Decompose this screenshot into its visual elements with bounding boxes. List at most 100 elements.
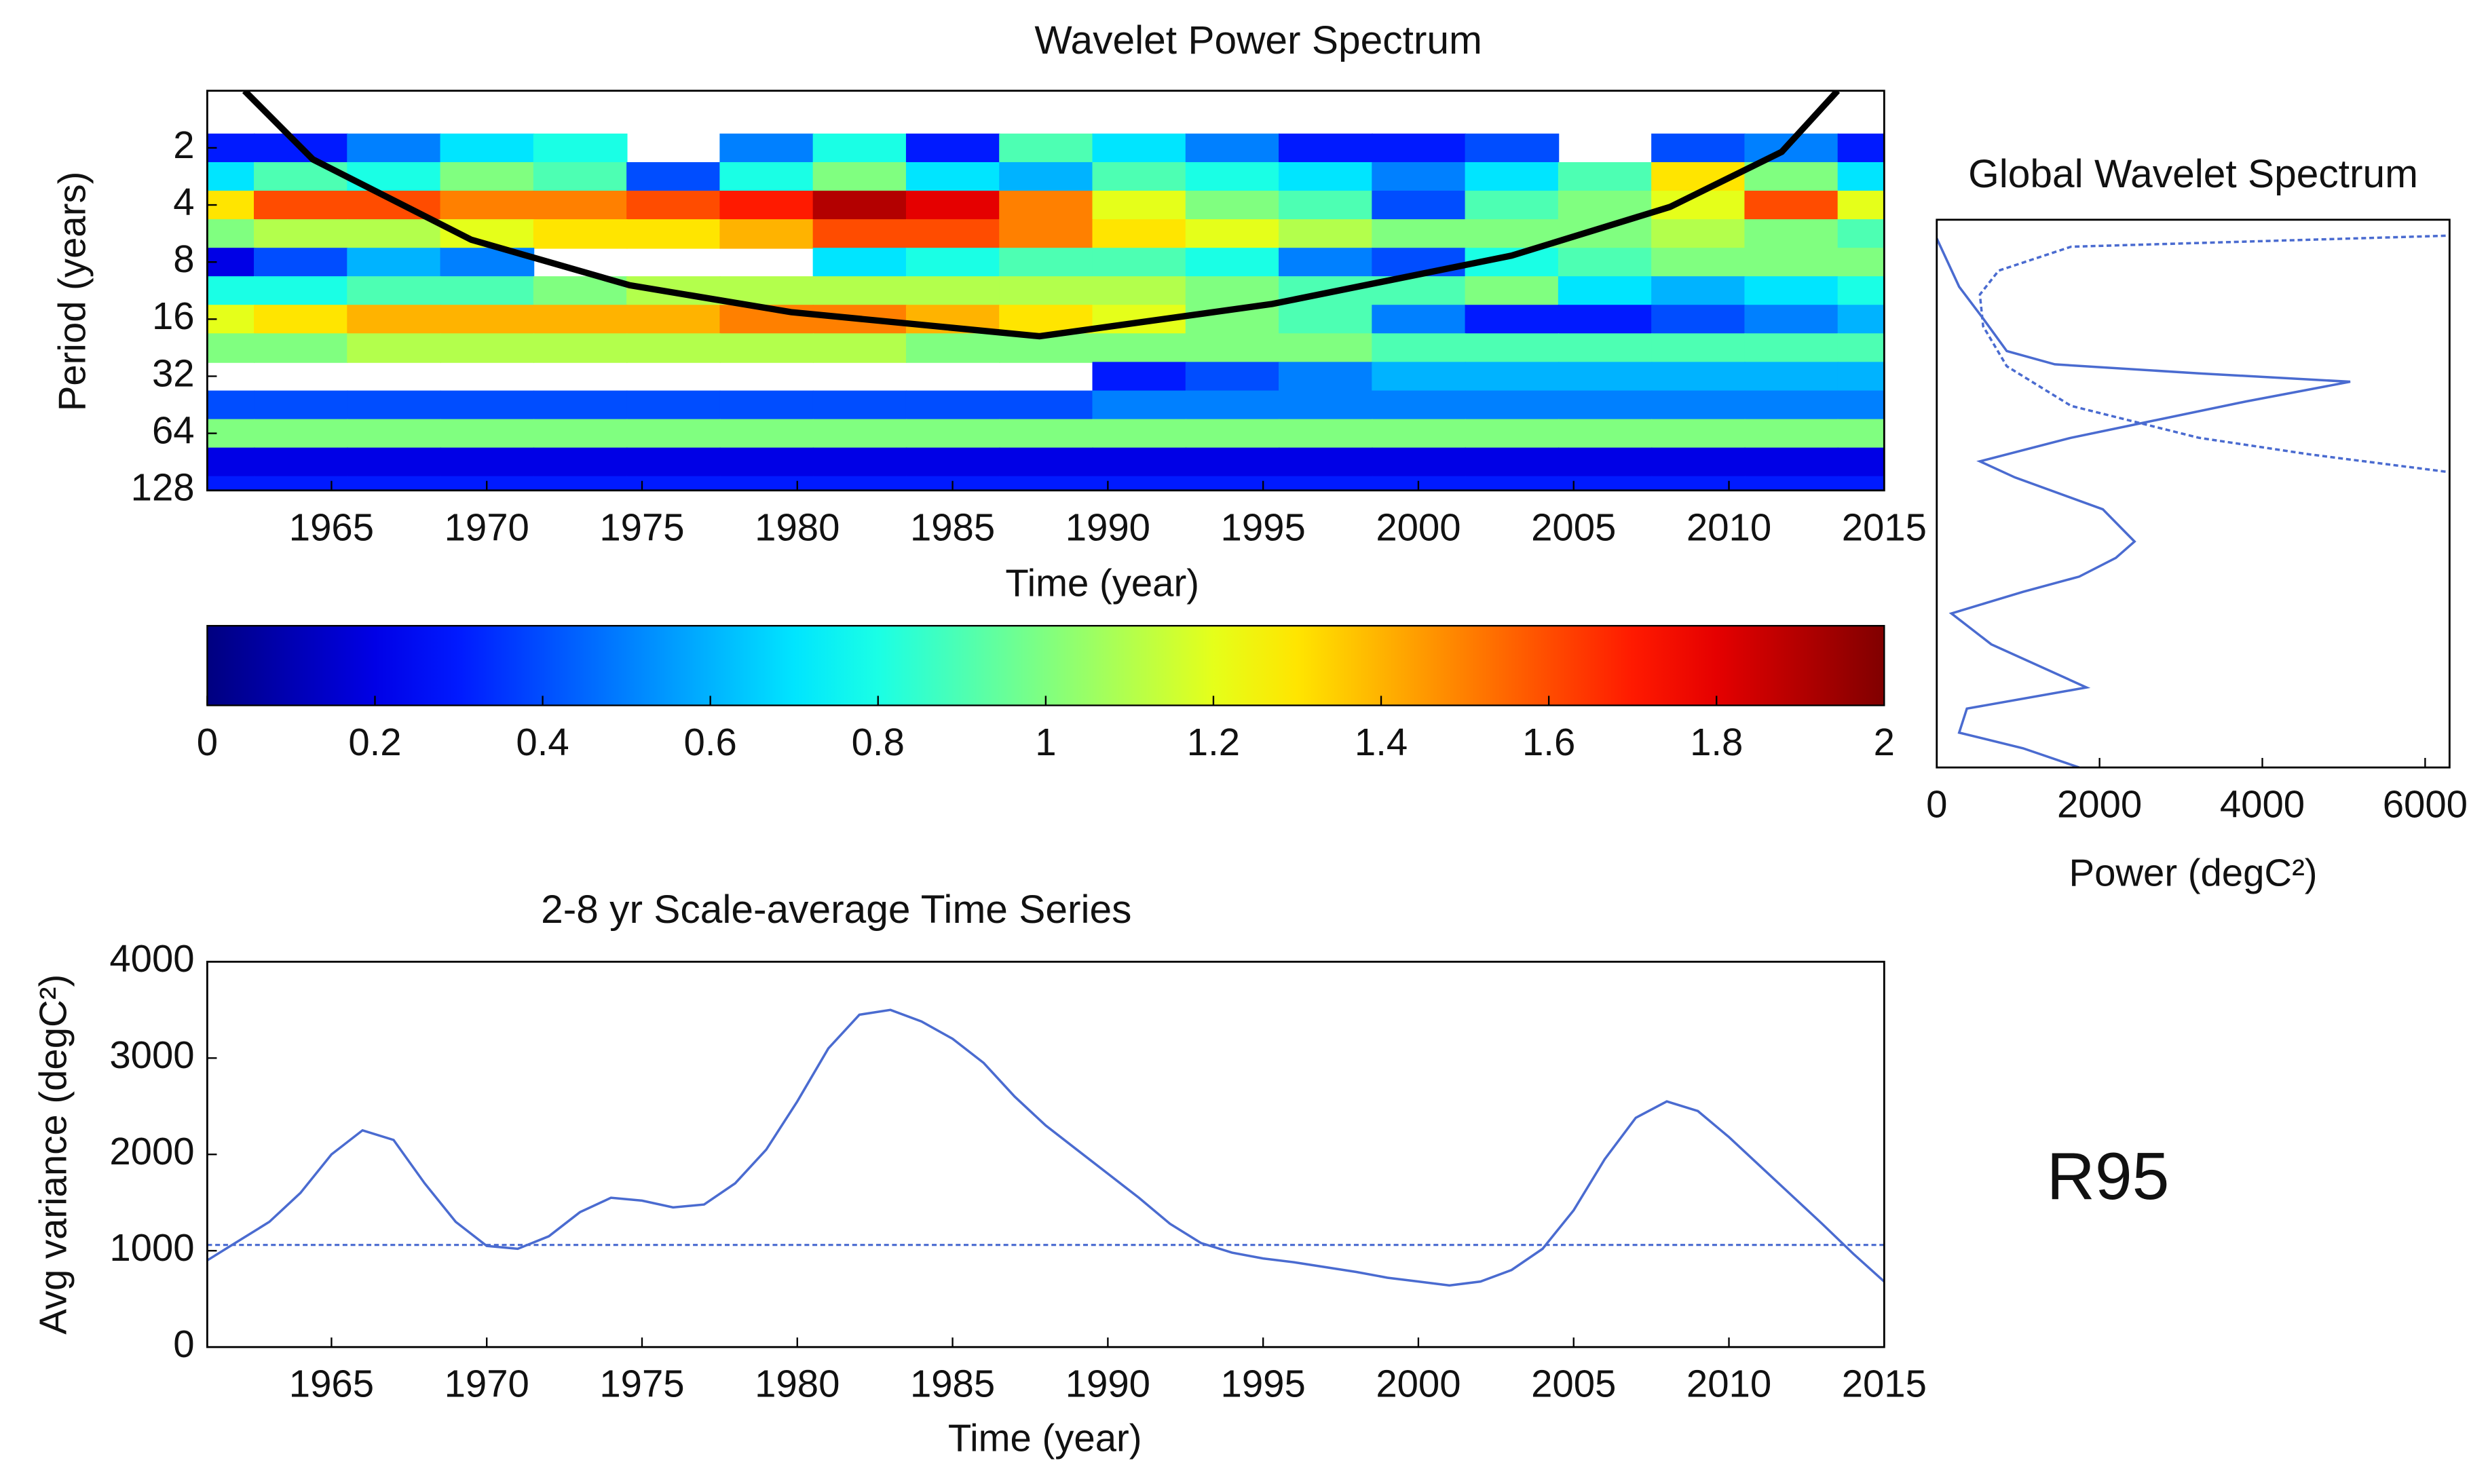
contour-cell bbox=[719, 447, 814, 478]
contour-cell bbox=[626, 333, 721, 363]
contour-cell bbox=[719, 390, 814, 421]
y-tick-label: 4 bbox=[173, 180, 194, 223]
colorbar-tick-label: 1.8 bbox=[1690, 721, 1743, 763]
y-tick-label: 128 bbox=[131, 466, 195, 509]
contour-cell bbox=[1092, 419, 1187, 449]
plot-area bbox=[207, 1008, 1885, 1287]
x-tick-label: 1975 bbox=[599, 506, 684, 548]
contour-cell bbox=[1744, 276, 1839, 306]
contour-cell bbox=[1651, 390, 1746, 421]
contour-cell bbox=[1651, 447, 1746, 478]
contour-cell bbox=[1372, 390, 1466, 421]
contour-cell bbox=[719, 191, 814, 221]
y-tick-label: 8 bbox=[173, 237, 194, 280]
colorbar bbox=[206, 625, 1885, 706]
contour-cell bbox=[440, 333, 535, 363]
colorbar-tick-label: 0.4 bbox=[516, 721, 569, 763]
contour-cell bbox=[812, 191, 907, 221]
contour-cell bbox=[1185, 133, 1280, 164]
contour-cell bbox=[905, 133, 1000, 164]
contour-cell bbox=[812, 333, 907, 363]
contour-cell bbox=[254, 276, 348, 306]
contour-cell bbox=[254, 390, 348, 421]
contour-cell bbox=[1744, 191, 1839, 221]
wavelet-title: Wavelet Power Spectrum bbox=[1034, 18, 1482, 62]
contour-cell bbox=[440, 447, 535, 478]
y-tick-label: 0 bbox=[173, 1323, 194, 1365]
contour-cell bbox=[1651, 419, 1746, 449]
x-tick-label: 2010 bbox=[1686, 1363, 1771, 1405]
contour-cell bbox=[999, 133, 1093, 164]
contour-cell bbox=[1744, 419, 1839, 449]
contour-cell bbox=[1651, 362, 1746, 392]
contour-cell bbox=[1651, 333, 1746, 363]
contour-cell bbox=[1279, 419, 1373, 449]
x-tick-label: 1980 bbox=[755, 1363, 840, 1405]
contour-cell bbox=[1279, 248, 1373, 278]
contour-cell bbox=[1092, 191, 1187, 221]
contour-cell bbox=[1092, 248, 1187, 278]
contour-cell bbox=[533, 476, 628, 491]
contour-cell bbox=[1558, 276, 1653, 306]
contour-cell bbox=[254, 476, 348, 491]
x-tick-label: 1995 bbox=[1221, 506, 1306, 548]
x-tick-label: 1990 bbox=[1066, 1363, 1150, 1405]
colorbar-tick-label: 0.8 bbox=[852, 721, 905, 763]
contour-cell bbox=[254, 305, 348, 335]
series-line bbox=[1936, 237, 2351, 768]
contour-cell bbox=[347, 390, 441, 421]
contour-cell bbox=[1465, 276, 1560, 306]
wavelet-y-label: Period (years) bbox=[50, 172, 93, 412]
x-tick-label: 1965 bbox=[289, 1363, 374, 1405]
contour-cell bbox=[1465, 333, 1560, 363]
contour-cell bbox=[905, 419, 1000, 449]
contour-cell bbox=[347, 219, 441, 249]
contour-cell bbox=[719, 219, 814, 249]
contour-cell bbox=[812, 248, 907, 278]
contour-cell bbox=[207, 276, 255, 306]
contour-cell bbox=[999, 476, 1093, 491]
x-tick-label: 2015 bbox=[1842, 506, 1927, 548]
contour-cell bbox=[1465, 419, 1560, 449]
contour-cell bbox=[812, 390, 907, 421]
contour-cell bbox=[1744, 305, 1839, 335]
contour-cell bbox=[812, 161, 907, 192]
contour-cell bbox=[1744, 447, 1839, 478]
contour-cell bbox=[533, 333, 628, 363]
contour-cell bbox=[812, 133, 907, 164]
contour-cell bbox=[1837, 305, 1885, 335]
contour-cell bbox=[1465, 133, 1560, 164]
contour-cell bbox=[626, 219, 721, 249]
contour-cell bbox=[905, 390, 1000, 421]
contour-cell bbox=[1372, 219, 1466, 249]
contour-cell bbox=[1372, 362, 1466, 392]
contour-cell bbox=[905, 191, 1000, 221]
y-tick-label: 1000 bbox=[109, 1226, 194, 1269]
contour-cell bbox=[207, 219, 255, 249]
contour-cell bbox=[1185, 447, 1280, 478]
contour-cell bbox=[1744, 476, 1839, 491]
contour-cell bbox=[719, 161, 814, 192]
contour-cell bbox=[1279, 390, 1373, 421]
contour-cell bbox=[347, 476, 441, 491]
series-x-label: Time (year) bbox=[948, 1417, 1142, 1460]
contour-cell bbox=[1092, 161, 1187, 192]
contour-cell bbox=[440, 305, 535, 335]
contour-cell bbox=[1092, 133, 1187, 164]
contour-cell bbox=[1465, 191, 1560, 221]
contour-cell bbox=[1651, 276, 1746, 306]
contour-cell bbox=[533, 219, 628, 249]
contour-cell bbox=[1744, 248, 1839, 278]
contour-cell bbox=[626, 161, 721, 192]
x-tick-label: 2010 bbox=[1686, 506, 1771, 548]
x-tick-label: 0 bbox=[1926, 783, 1947, 826]
contour-cell bbox=[1092, 447, 1187, 478]
y-tick-label: 2000 bbox=[109, 1130, 194, 1173]
contour-cell bbox=[1279, 362, 1373, 392]
colorbar-tick-label: 2 bbox=[1874, 721, 1895, 763]
x-tick-label: 1995 bbox=[1221, 1363, 1306, 1405]
contour-cell bbox=[719, 133, 814, 164]
contour-cell bbox=[347, 248, 441, 278]
contour-cell bbox=[1837, 133, 1885, 164]
